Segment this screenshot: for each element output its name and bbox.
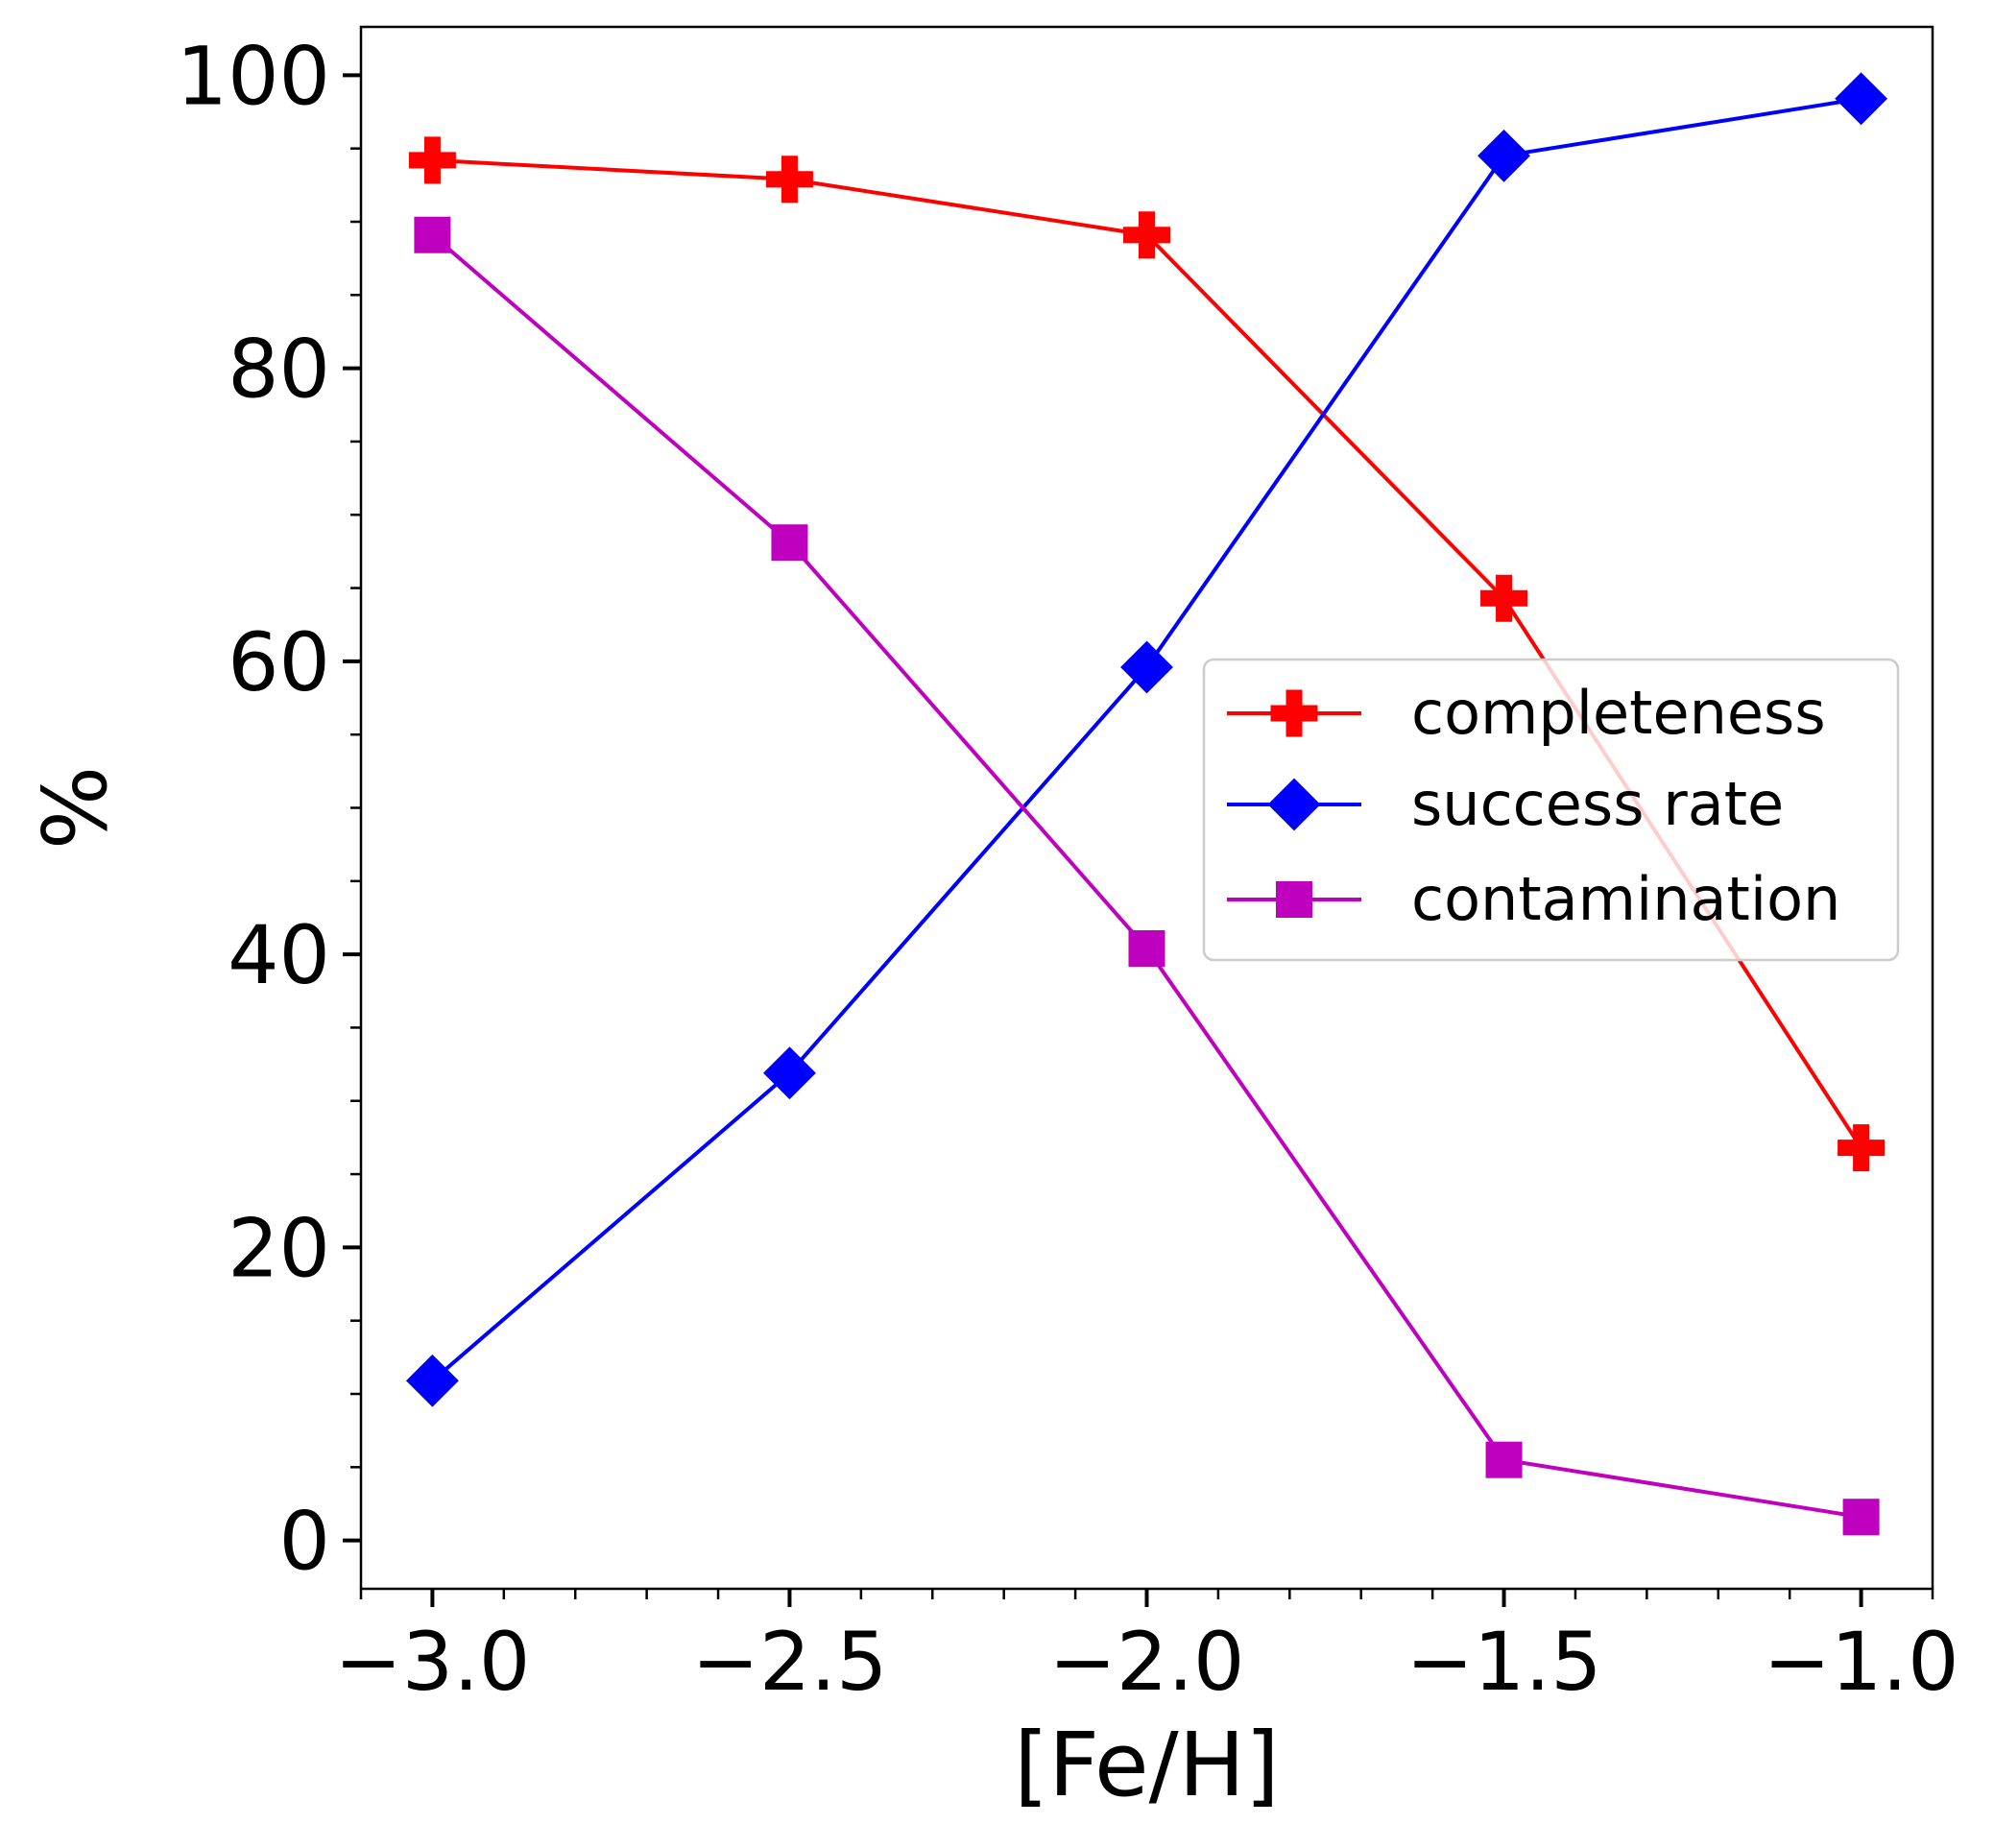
x-axis-ticks: −3.0 −2.5 −2.0 −1.5 −1.0 — [334, 1589, 1959, 1709]
legend-marker-contamination — [1276, 881, 1312, 918]
data-point-success-rate — [1835, 72, 1888, 126]
legend-marker-completeness — [1270, 689, 1318, 737]
data-point-contamination — [1128, 930, 1165, 968]
y-tick-label: 0 — [279, 1495, 330, 1589]
legend-label-contamination: contamination — [1411, 864, 1840, 934]
y-tick-label: 40 — [228, 908, 330, 1002]
x-tick-label: −2.0 — [1049, 1615, 1245, 1709]
data-point-contamination — [1842, 1499, 1880, 1536]
y-axis-label: % — [24, 766, 127, 850]
data-point-completeness — [1838, 1124, 1886, 1172]
y-axis-ticks: 0 20 40 60 80 100 — [177, 29, 361, 1589]
legend-label-success-rate: success rate — [1411, 769, 1784, 839]
legend: completeness success rate contamination — [1202, 658, 1900, 962]
legend-box — [1202, 658, 1900, 962]
x-tick-label: −1.5 — [1406, 1615, 1602, 1709]
data-point-completeness — [408, 136, 456, 184]
legend-marker-success-rate — [1267, 778, 1321, 831]
y-tick-label: 60 — [228, 615, 330, 709]
data-point-contamination — [1485, 1441, 1523, 1478]
x-tick-label: −3.0 — [334, 1615, 530, 1709]
data-point-completeness — [1123, 211, 1170, 259]
data-point-success-rate — [1477, 129, 1530, 182]
y-tick-label: 20 — [228, 1201, 330, 1295]
x-tick-label: −2.5 — [691, 1615, 887, 1709]
data-point-completeness — [1480, 574, 1528, 622]
data-point-contamination — [771, 524, 808, 562]
data-point-success-rate — [763, 1046, 816, 1100]
x-axis-label: [Fe/H] — [1014, 1714, 1279, 1816]
data-point-contamination — [414, 216, 451, 253]
x-tick-label: −1.0 — [1764, 1615, 1959, 1709]
legend-label-completeness: completeness — [1411, 678, 1826, 748]
data-point-completeness — [765, 156, 813, 204]
data-point-success-rate — [405, 1354, 459, 1407]
data-point-success-rate — [1120, 640, 1173, 694]
y-tick-label: 80 — [228, 323, 330, 417]
y-tick-label: 100 — [177, 29, 330, 123]
